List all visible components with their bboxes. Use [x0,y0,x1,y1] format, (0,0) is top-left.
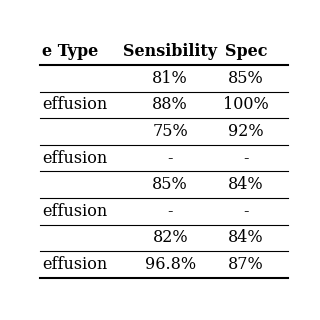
Text: 96.8%: 96.8% [145,256,196,273]
Text: e Type: e Type [43,43,99,60]
Text: 82%: 82% [152,229,188,246]
Text: -: - [167,150,173,167]
Text: effusion: effusion [43,203,108,220]
Text: 85%: 85% [228,70,264,87]
Text: 81%: 81% [152,70,188,87]
Text: Sensibility: Sensibility [123,43,217,60]
Text: 75%: 75% [152,123,188,140]
Text: effusion: effusion [43,150,108,167]
Text: 92%: 92% [228,123,264,140]
Text: -: - [243,203,249,220]
Text: 85%: 85% [152,176,188,193]
Text: effusion: effusion [43,256,108,273]
Text: Spec: Spec [225,43,267,60]
Text: effusion: effusion [43,96,108,113]
Text: 84%: 84% [228,229,264,246]
Text: 87%: 87% [228,256,264,273]
Text: -: - [167,203,173,220]
Text: 84%: 84% [228,176,264,193]
Text: 88%: 88% [152,96,188,113]
Text: 100%: 100% [223,96,269,113]
Text: -: - [243,150,249,167]
